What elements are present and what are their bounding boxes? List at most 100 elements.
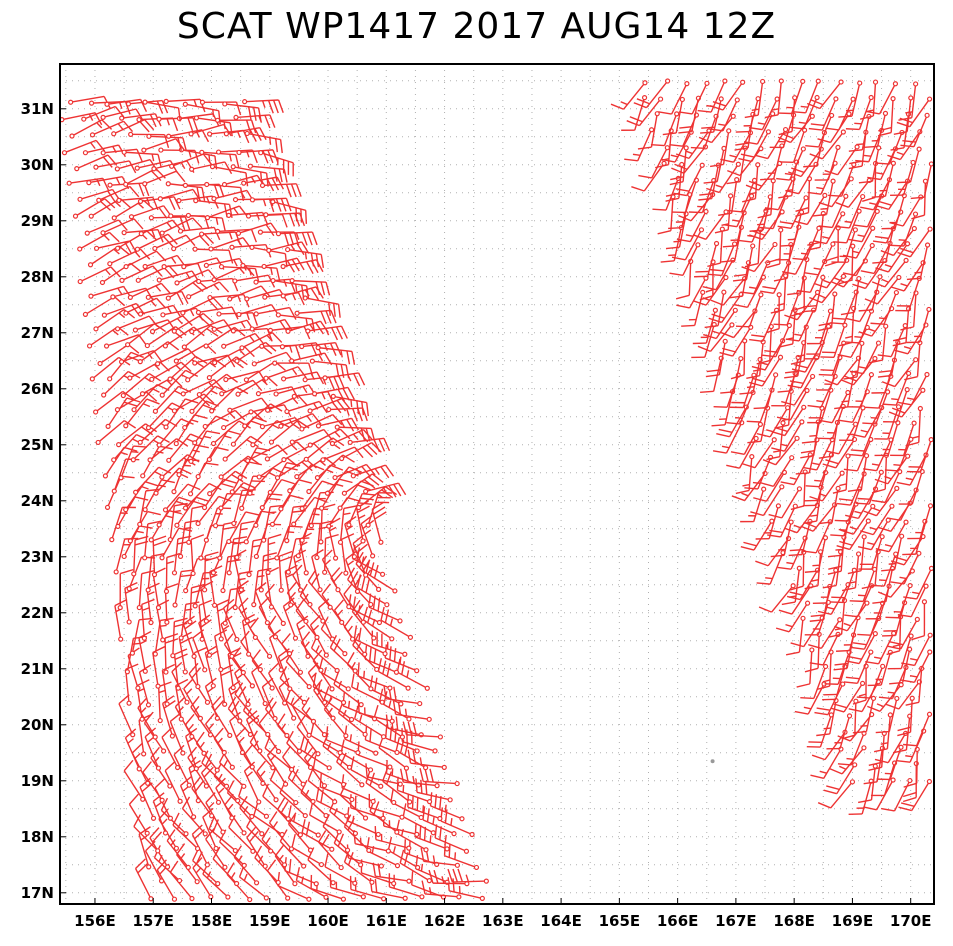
wind-barb [233,114,276,129]
wind-barb [756,550,786,585]
wind-barb [296,615,311,659]
wind-barb [295,599,320,640]
wind-barb [351,673,385,705]
lat-tick-label: 27N [21,324,54,342]
wind-barb [858,534,885,570]
wind-barb [234,682,260,723]
lon-tick-label: 161E [366,912,408,930]
wind-barb [718,177,740,216]
wind-barb [209,164,249,187]
calm-point [710,759,715,764]
wind-barb [309,358,350,379]
wind-barb [299,507,329,543]
wind-barb [766,227,784,269]
wind-barb [447,868,489,884]
wind-barb [839,405,866,441]
wind-barb [845,631,878,665]
wind-barb [312,755,347,788]
wind-barb [835,177,872,208]
wind-barb [212,846,240,887]
wind-barb [633,78,671,109]
wind-barb [806,712,834,748]
wind-barb [856,663,886,699]
wind-barb [278,412,322,429]
wind-barb [399,849,432,884]
wind-barb [337,480,374,511]
wind-barb [840,275,862,316]
wind-barb [209,386,249,414]
wind-barb [911,178,929,220]
wind-barb [859,79,879,120]
wind-barb [133,814,161,854]
wind-barb [841,551,862,592]
wind-barb [792,78,821,114]
wind-barb [681,289,706,327]
wind-barb [178,147,218,170]
wind-barb [117,568,134,611]
wind-barb [263,366,307,381]
wind-barb [141,598,155,641]
wind-barb [840,503,876,535]
wind-barb [350,464,395,479]
wind-barb [165,279,208,301]
wind-barb [626,96,664,127]
wind-barb [880,225,917,257]
wind-barb [897,226,933,258]
wind-barb [818,193,849,229]
wind-barb [193,198,233,218]
wind-barb [127,361,170,381]
lat-tick-label: 19N [21,772,54,790]
wind-barb [127,282,171,301]
wind-barb [346,492,376,528]
lat-tick-label: 31N [21,100,54,118]
wind-barb [353,705,387,740]
wind-barb [251,649,275,691]
wind-barb [154,348,198,367]
wind-barb [104,98,148,113]
wind-barb [382,768,413,805]
wind-barb [793,192,828,226]
wind-barb [169,860,195,902]
map-frame [59,63,935,905]
wind-barb [334,424,376,442]
wind-barb [673,162,705,197]
wind-barb [189,385,228,414]
wind-barb [339,441,382,462]
wind-barb [726,389,756,425]
wind-barb [624,127,655,162]
wind-barb [845,94,874,131]
wind-barb [910,161,935,200]
wind-barb [740,486,767,523]
wind-barb [700,96,724,134]
wind-barb [885,582,913,619]
wind-barb [818,485,841,525]
wind-barb [259,343,301,359]
wind-barb [806,79,844,110]
wind-barb [368,793,405,820]
wind-barb [871,257,909,288]
wind-barb [254,581,270,626]
wind-barb [146,133,187,152]
wind-barb [796,647,815,688]
wind-barb [892,306,912,347]
wind-barb [84,219,128,236]
wind-barb [160,797,189,837]
wind-barb [661,129,694,163]
lon-tick-label: 162E [424,912,466,930]
wind-barb [871,469,903,504]
lon-tick-label: 159E [249,912,291,930]
wind-barb [215,777,235,821]
wind-barb [877,96,896,137]
wind-barb [808,96,839,131]
wind-barb [812,178,836,217]
wind-barb [77,231,120,252]
wind-barb [658,81,690,115]
wind-barb [898,81,919,121]
wind-barb [211,695,233,738]
wind-barb [820,322,848,359]
wind-barb [744,78,766,119]
wind-barb [858,274,883,312]
wind-barb [115,315,159,332]
wind-barb [356,486,398,511]
lat-tick-label: 26N [21,380,54,398]
